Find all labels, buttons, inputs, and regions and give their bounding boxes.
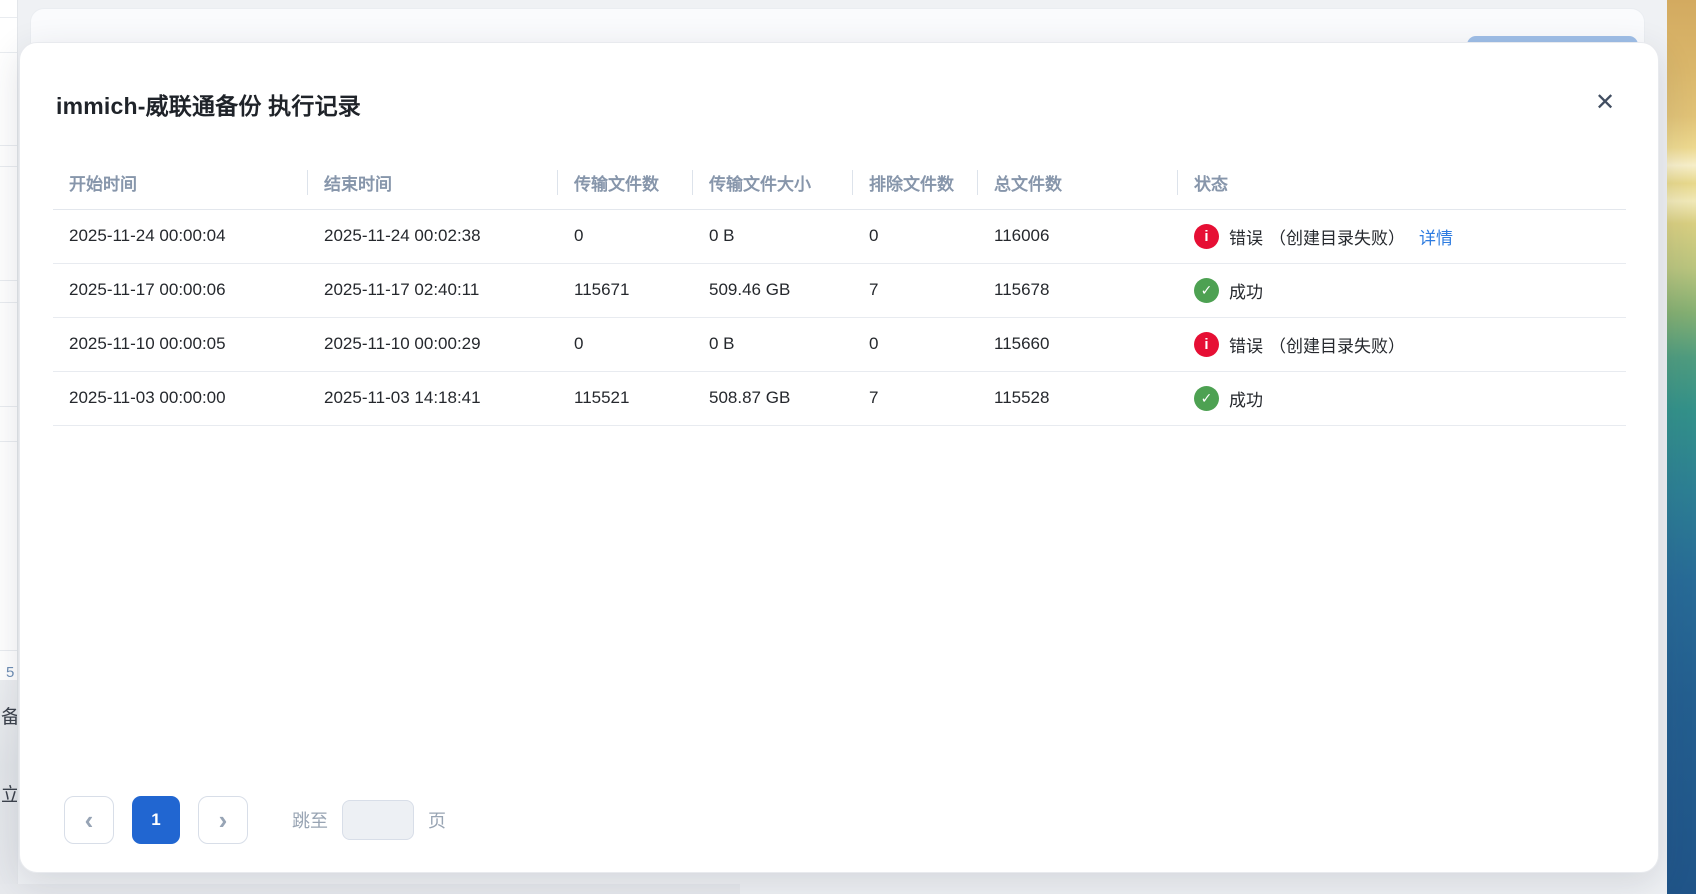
cell-transferred-files: 0 bbox=[558, 317, 693, 372]
clipped-text-fragment: 备 bbox=[1, 702, 17, 729]
divider bbox=[0, 650, 17, 651]
cell-status: ✓ 成功 bbox=[1178, 371, 1626, 426]
cell-transferred-size: 509.46 GB bbox=[693, 263, 853, 318]
cell-excluded-files: 7 bbox=[853, 263, 978, 318]
status-reason: （创建目录失败） bbox=[1269, 336, 1405, 356]
table-row: 2025-11-17 00:00:06 2025-11-17 02:40:11 … bbox=[53, 263, 1626, 318]
cell-status: ✓ 成功 bbox=[1178, 263, 1626, 318]
background-page-left-edge: 5 备 立 bbox=[0, 0, 18, 894]
cell-status: i 错误 （创建目录失败） 详情 bbox=[1178, 209, 1626, 264]
clipped-text-fragment: 5 bbox=[6, 664, 15, 681]
cell-start-time: 2025-11-24 00:00:04 bbox=[53, 209, 308, 264]
success-icon: ✓ bbox=[1194, 385, 1219, 411]
table-row: 2025-11-10 00:00:05 2025-11-10 00:00:29 … bbox=[53, 317, 1626, 372]
cell-end-time: 2025-11-03 14:18:41 bbox=[308, 371, 558, 426]
status-reason: （创建目录失败） bbox=[1269, 228, 1405, 248]
clipped-text-fragment: 立 bbox=[1, 780, 17, 807]
cell-start-time: 2025-11-10 00:00:05 bbox=[53, 317, 308, 372]
cell-total-files: 115528 bbox=[978, 371, 1178, 426]
divider bbox=[0, 145, 17, 146]
close-icon[interactable]: ✕ bbox=[1586, 83, 1624, 121]
divider bbox=[0, 166, 17, 167]
cell-excluded-files: 0 bbox=[853, 209, 978, 264]
column-header-status: 状态 bbox=[1178, 156, 1626, 210]
cell-status: i 错误 （创建目录失败） bbox=[1178, 317, 1626, 372]
cell-total-files: 115660 bbox=[978, 317, 1178, 372]
page-unit-label: 页 bbox=[428, 811, 446, 831]
cell-transferred-files: 115671 bbox=[558, 263, 693, 318]
background-shade bbox=[0, 680, 17, 894]
table-header-row: 开始时间 结束时间 传输文件数 传输文件大小 排除文件数 总文件数 状态 bbox=[53, 156, 1626, 210]
divider bbox=[0, 441, 17, 442]
background-strip bbox=[0, 884, 740, 894]
chevron-left-icon[interactable]: ‹ bbox=[64, 796, 114, 844]
cell-total-files: 115678 bbox=[978, 263, 1178, 318]
status-label: 错误 bbox=[1229, 228, 1263, 248]
cell-transferred-size: 0 B bbox=[693, 209, 853, 264]
pagination: ‹ 1 › 跳至 页 bbox=[64, 796, 446, 844]
cell-transferred-size: 0 B bbox=[693, 317, 853, 372]
divider bbox=[0, 52, 17, 53]
page-1-button[interactable]: 1 bbox=[132, 796, 180, 844]
dialog-title: immich-威联通备份 执行记录 bbox=[56, 93, 361, 119]
execution-records-table: 开始时间 结束时间 传输文件数 传输文件大小 排除文件数 总文件数 状态 202… bbox=[53, 156, 1626, 426]
table-row: 2025-11-24 00:00:04 2025-11-24 00:02:38 … bbox=[53, 209, 1626, 264]
detail-link[interactable]: 详情 bbox=[1419, 228, 1453, 248]
cell-transferred-files: 0 bbox=[558, 209, 693, 264]
cell-start-time: 2025-11-17 00:00:06 bbox=[53, 263, 308, 318]
error-icon: i bbox=[1194, 223, 1219, 249]
jump-to-label: 跳至 bbox=[292, 811, 328, 831]
cell-excluded-files: 0 bbox=[853, 317, 978, 372]
error-icon: i bbox=[1194, 331, 1219, 357]
divider bbox=[0, 17, 17, 18]
status-label: 成功 bbox=[1229, 390, 1263, 410]
cell-transferred-size: 508.87 GB bbox=[693, 371, 853, 426]
chevron-right-icon[interactable]: › bbox=[198, 796, 248, 844]
cell-start-time: 2025-11-03 00:00:00 bbox=[53, 371, 308, 426]
column-header-total-files: 总文件数 bbox=[978, 156, 1178, 210]
divider bbox=[0, 280, 17, 281]
column-header-end-time: 结束时间 bbox=[308, 156, 558, 210]
cell-excluded-files: 7 bbox=[853, 371, 978, 426]
column-header-transferred-size: 传输文件大小 bbox=[693, 156, 853, 210]
status-label: 错误 bbox=[1229, 336, 1263, 356]
column-header-excluded-files: 排除文件数 bbox=[853, 156, 978, 210]
jump-page-input[interactable] bbox=[342, 800, 414, 840]
cell-transferred-files: 115521 bbox=[558, 371, 693, 426]
cell-end-time: 2025-11-17 02:40:11 bbox=[308, 263, 558, 318]
column-header-start-time: 开始时间 bbox=[53, 156, 308, 210]
divider bbox=[0, 302, 17, 303]
desktop-wallpaper bbox=[1667, 0, 1696, 894]
success-icon: ✓ bbox=[1194, 277, 1219, 303]
column-header-transferred-files: 传输文件数 bbox=[558, 156, 693, 210]
cell-end-time: 2025-11-10 00:00:29 bbox=[308, 317, 558, 372]
cell-total-files: 116006 bbox=[978, 209, 1178, 264]
cell-end-time: 2025-11-24 00:02:38 bbox=[308, 209, 558, 264]
divider bbox=[0, 406, 17, 407]
table-row: 2025-11-03 00:00:00 2025-11-03 14:18:41 … bbox=[53, 371, 1626, 426]
execution-records-dialog: immich-威联通备份 执行记录 ✕ 开始时间 结束时间 传输文件数 传输文件… bbox=[19, 42, 1659, 873]
status-label: 成功 bbox=[1229, 282, 1263, 302]
